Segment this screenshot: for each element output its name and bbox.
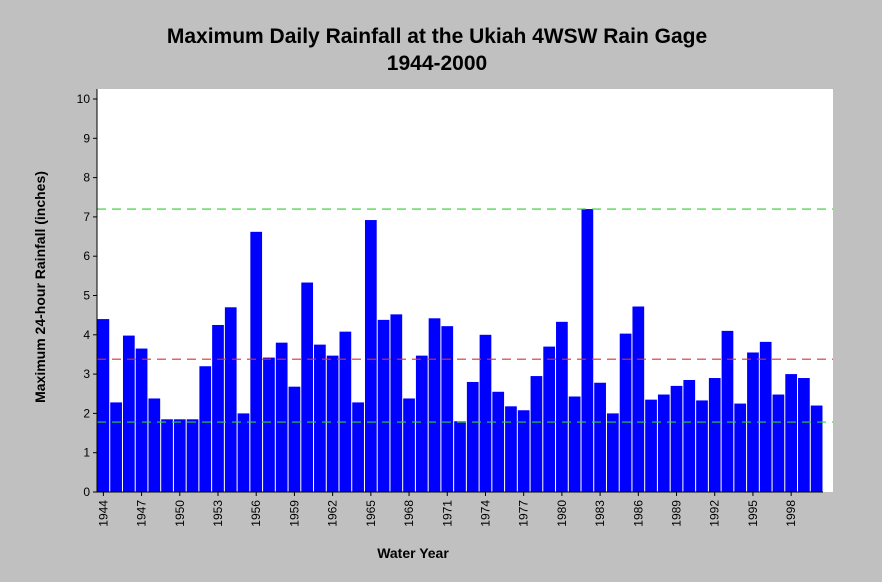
y-tick-label: 1 (83, 446, 90, 460)
chart-subtitle: 1944-2000 (387, 52, 487, 75)
bar (326, 355, 339, 492)
y-tick-label: 3 (83, 367, 90, 381)
bar (785, 374, 798, 492)
bar (148, 398, 161, 492)
bar (441, 326, 454, 492)
bar (364, 220, 377, 492)
bar (339, 331, 352, 492)
x-tick-label: 1956 (249, 500, 263, 527)
bar (186, 419, 199, 492)
chart-title: Maximum Daily Rainfall at the Ukiah 4WSW… (167, 25, 707, 48)
y-tick-label: 4 (83, 328, 90, 342)
bar (721, 330, 734, 492)
bar (657, 394, 670, 492)
bar (670, 385, 683, 492)
bar (479, 334, 492, 492)
bar (428, 318, 441, 492)
bar (377, 319, 390, 492)
x-tick-label: 1977 (517, 500, 531, 527)
x-tick-label: 1950 (173, 500, 187, 527)
bar (696, 400, 708, 492)
bar (390, 314, 403, 492)
y-tick-label: 9 (83, 131, 90, 145)
bar (263, 357, 275, 492)
y-tick-label: 7 (83, 210, 90, 224)
bar (810, 405, 823, 492)
x-tick-label: 1953 (211, 500, 225, 527)
bar (517, 410, 530, 492)
x-tick-label: 1962 (326, 500, 340, 527)
y-tick-label: 10 (77, 92, 91, 106)
x-tick-label: 1965 (364, 500, 378, 527)
bar (734, 403, 747, 492)
bar (645, 399, 657, 492)
bar (708, 378, 721, 492)
bar (505, 406, 517, 492)
bar (122, 335, 135, 492)
bar (314, 344, 326, 492)
y-tick-label: 5 (83, 289, 90, 303)
y-tick-label: 6 (83, 249, 90, 263)
y-tick-label: 2 (83, 406, 90, 420)
x-tick-label: 1995 (746, 500, 760, 527)
bar (135, 348, 148, 492)
bar (759, 341, 772, 492)
bar (173, 419, 186, 492)
x-tick-label: 1947 (135, 500, 149, 527)
bar (454, 421, 466, 492)
x-tick-label: 1974 (478, 500, 492, 527)
x-axis-label: Water Year (377, 545, 449, 561)
x-tick-label: 1959 (287, 500, 301, 527)
bar (492, 391, 505, 492)
x-tick-label: 1980 (555, 500, 569, 527)
bar (556, 321, 568, 492)
y-tick-label: 0 (83, 485, 90, 499)
bar (568, 396, 581, 492)
x-tick-label: 1968 (402, 500, 416, 527)
x-tick-label: 1992 (708, 500, 722, 527)
bar (275, 342, 288, 492)
bar (161, 419, 173, 492)
bar (224, 307, 237, 492)
bar (619, 333, 632, 492)
bar (581, 209, 594, 493)
bar (352, 402, 364, 492)
x-tick-label: 1986 (631, 500, 645, 527)
bar (288, 386, 301, 492)
y-axis-label: Maximum 24-hour Rainfall (inches) (32, 171, 48, 403)
bar (237, 413, 250, 492)
bar (301, 282, 314, 492)
bar (632, 306, 645, 492)
bar (530, 376, 543, 492)
bar (97, 319, 110, 492)
bar (466, 381, 479, 492)
y-tick-label: 8 (83, 171, 90, 185)
bar (415, 355, 428, 492)
bar (606, 413, 619, 492)
x-tick-label: 1944 (96, 500, 110, 527)
bar (594, 382, 606, 492)
x-tick-label: 1971 (440, 500, 454, 527)
bar (543, 346, 556, 492)
bar (110, 402, 122, 492)
bar (683, 379, 696, 492)
x-tick-label: 1983 (593, 500, 607, 527)
bar (212, 324, 224, 492)
bar (798, 378, 810, 492)
bar (747, 352, 759, 492)
x-tick-label: 1989 (670, 500, 684, 527)
bar (772, 394, 785, 492)
bar (250, 231, 263, 493)
x-tick-label: 1998 (784, 500, 798, 527)
bar (199, 366, 212, 492)
bar (403, 398, 415, 492)
